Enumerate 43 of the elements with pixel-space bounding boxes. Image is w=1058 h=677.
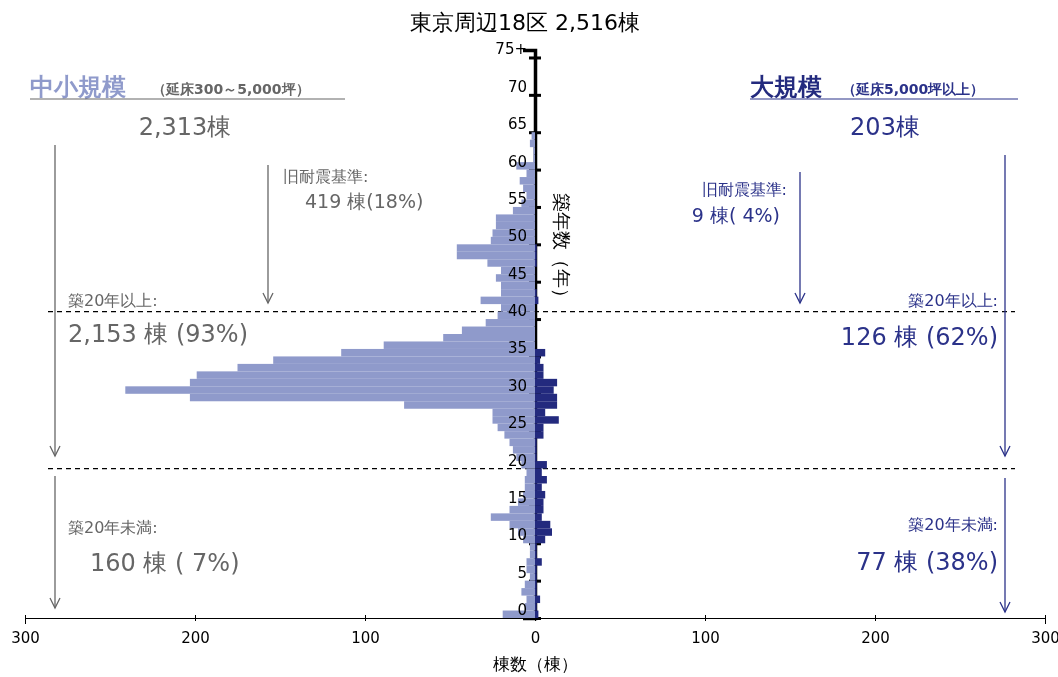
x-tick-label: 100 — [691, 628, 720, 647]
x-tick-label: 300 — [11, 628, 40, 647]
annotation: 126 棟 (62%) — [840, 323, 998, 351]
annotation: 77 棟 (38%) — [856, 548, 998, 576]
annotation: 旧耐震基準: — [701, 180, 787, 199]
x-tick-label: 200 — [861, 628, 890, 647]
y-tick-label: 5 — [517, 563, 527, 582]
x-tick-label: 0 — [530, 628, 541, 647]
x-axis-title: 棟数（棟） — [492, 654, 578, 674]
y-tick-label: 50 — [507, 227, 527, 246]
text: 中小規模 — [30, 73, 126, 101]
y-tick-label: 70 — [507, 77, 527, 96]
annotation: 203棟 — [850, 113, 920, 141]
y-tick-label: 60 — [507, 152, 527, 171]
annotation: 419 棟(18%) — [305, 190, 424, 212]
y-tick-label: 30 — [507, 376, 527, 395]
annotation: 築20年未満: — [68, 518, 158, 537]
y-tick-label: 55 — [507, 189, 527, 208]
annotation: 築20年未満: — [908, 515, 998, 534]
y-tick-label: 35 — [507, 339, 527, 358]
annotation: 160 棟 ( 7%) — [90, 549, 240, 577]
annotation: （延床5,000坪以上） — [842, 81, 985, 97]
x-tick-label: 200 — [181, 628, 210, 647]
y-tick-label: 75+ — [495, 40, 527, 59]
y-tick-label: 40 — [507, 302, 527, 321]
y-tick-label: 65 — [507, 115, 527, 134]
annotation: （延床300～5,000坪） — [152, 81, 310, 97]
text: 大規模 — [750, 73, 822, 101]
annotation: 旧耐震基準: — [283, 167, 369, 186]
y-tick-label: 10 — [507, 526, 527, 545]
x-tick-label: 300 — [1031, 628, 1058, 647]
chart-title: 東京周辺18区 2,516棟 — [410, 10, 640, 35]
y-tick-label: 25 — [507, 414, 527, 433]
y-tick-label: 45 — [507, 264, 527, 283]
x-tick-label: 100 — [351, 628, 380, 647]
annotation: 2,153 棟 (93%) — [68, 320, 249, 348]
annotation: 築20年以上: — [68, 291, 158, 310]
y-tick-label: 20 — [507, 451, 527, 470]
annotation: 2,313棟 — [138, 113, 232, 141]
y-axis-title: 築年数（年） — [551, 193, 573, 307]
annotation: 9 棟( 4%) — [691, 204, 780, 226]
annotation: 築20年以上: — [908, 291, 998, 310]
y-tick-label: 15 — [507, 488, 527, 507]
